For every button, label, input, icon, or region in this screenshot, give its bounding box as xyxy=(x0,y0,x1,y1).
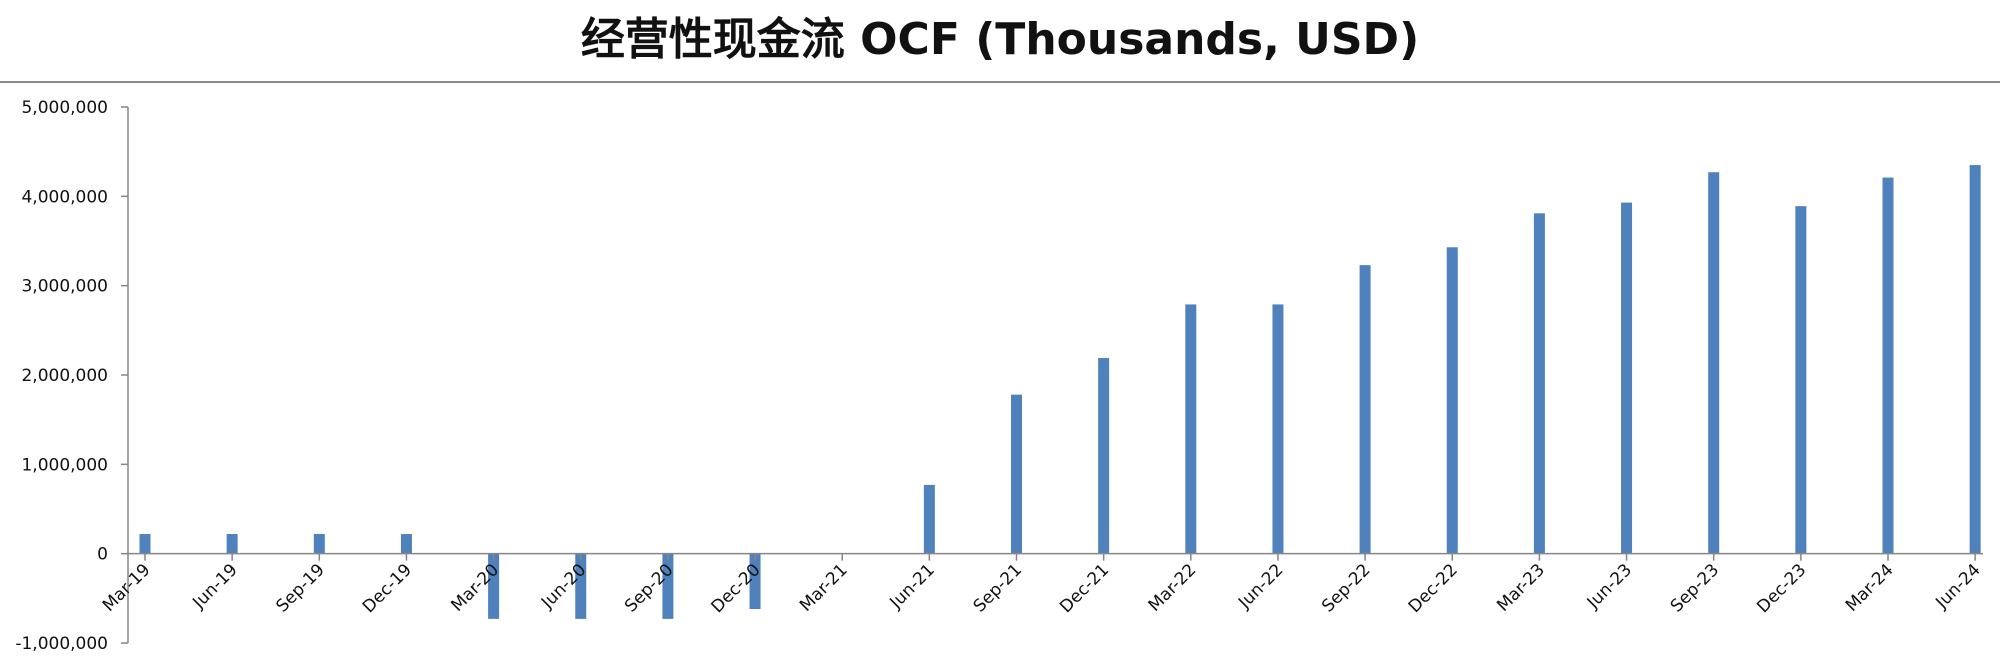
x-tick-label: Mar-24 xyxy=(1842,560,1898,616)
bar xyxy=(139,534,151,554)
x-tick-label: Mar-22 xyxy=(1145,560,1201,616)
y-tick-label: 4,000,000 xyxy=(21,187,108,207)
bar xyxy=(1185,304,1197,554)
bar xyxy=(1359,265,1371,554)
bar xyxy=(1272,304,1284,554)
bar xyxy=(1533,213,1545,554)
x-tick-label: Sep-23 xyxy=(1667,560,1723,616)
bar xyxy=(749,553,761,610)
bar xyxy=(1098,358,1110,554)
bar xyxy=(226,534,238,554)
bar xyxy=(1621,202,1633,554)
x-tick-label: Jun-24 xyxy=(1931,560,1984,613)
y-tick-label: 3,000,000 xyxy=(21,277,108,297)
bar xyxy=(488,553,500,619)
bar xyxy=(575,553,587,619)
bar xyxy=(1882,177,1894,554)
x-tick-label: Jun-22 xyxy=(1234,560,1287,613)
bar xyxy=(1708,172,1720,554)
bar xyxy=(1969,165,1981,554)
y-tick-label: 5,000,000 xyxy=(21,98,108,118)
x-tick-label: Jun-21 xyxy=(886,560,939,613)
x-tick-label: Dec-22 xyxy=(1405,560,1462,617)
x-tick-label: Mar-23 xyxy=(1493,560,1549,616)
x-tick-label: Sep-21 xyxy=(970,560,1026,616)
bar xyxy=(923,484,935,554)
chart-title: 经营性现金流 OCF (Thousands, USD) xyxy=(580,14,1420,65)
x-tick-label: Sep-22 xyxy=(1318,560,1374,616)
y-tick-label: 0 xyxy=(97,545,108,565)
y-axis: -1,000,000 0 1,000,000 2,000,000 3,000,000 4,… xyxy=(15,98,129,654)
y-tick-label: -1,000,000 xyxy=(15,634,108,654)
y-tick-label: 2,000,000 xyxy=(21,366,108,386)
x-tick-label: Jun-23 xyxy=(1583,560,1636,613)
title-divider xyxy=(0,81,2000,83)
x-tick-label: Dec-21 xyxy=(1056,560,1113,617)
bar xyxy=(1011,394,1022,554)
bar xyxy=(1446,247,1458,554)
bar xyxy=(1795,206,1807,554)
bar xyxy=(400,534,412,554)
bar xyxy=(313,534,325,554)
x-axis: Mar-19 Jun-19 Sep-19 Dec-19 Mar-20 Jun-20 Sep-… xyxy=(99,552,1985,617)
x-tick-label: Jun-19 xyxy=(188,560,241,613)
bar xyxy=(662,553,674,619)
x-tick-label: Dec-23 xyxy=(1753,560,1810,617)
x-tick-label: Mar-19 xyxy=(99,560,155,616)
y-tick-label: 1,000,000 xyxy=(21,455,108,475)
x-tick-label: Mar-21 xyxy=(796,560,852,616)
x-tick-label: Dec-19 xyxy=(359,560,416,617)
bars xyxy=(139,165,1981,619)
x-tick-label: Sep-19 xyxy=(272,560,328,616)
